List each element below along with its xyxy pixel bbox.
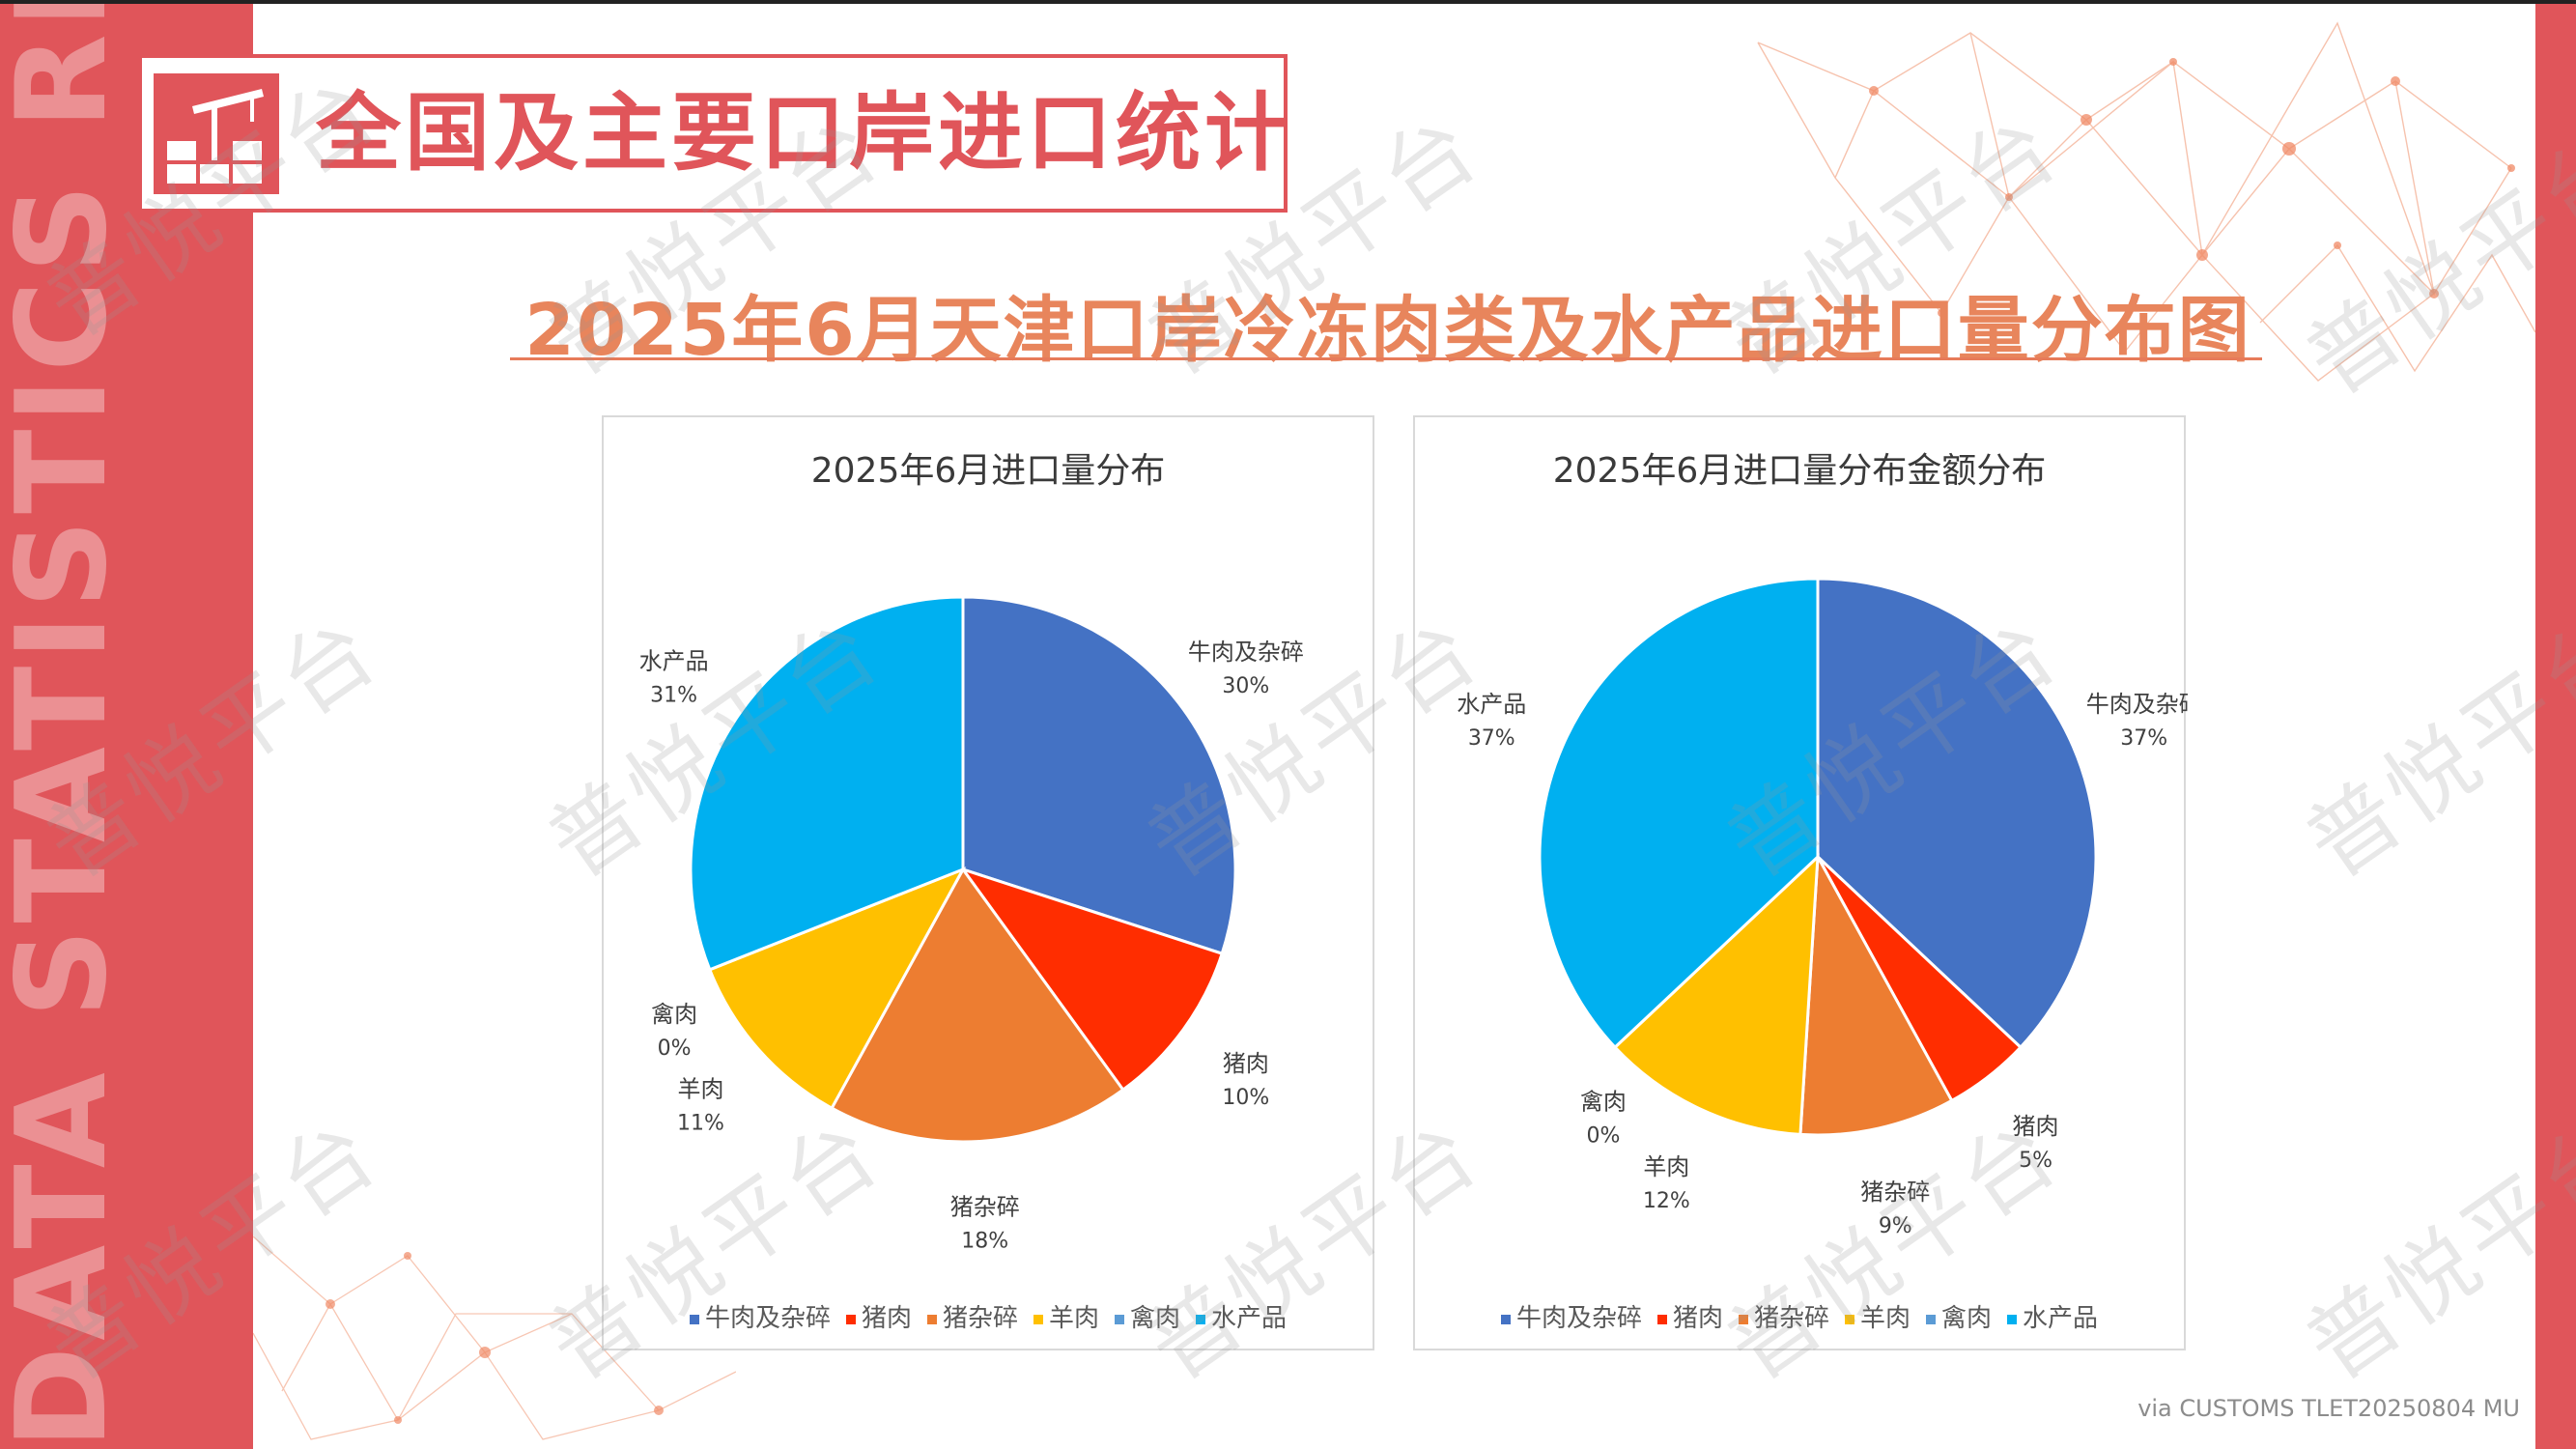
legend-swatch xyxy=(1656,1314,1667,1324)
data-label-percent: 0% xyxy=(1586,1123,1620,1148)
legend-swatch xyxy=(1033,1314,1043,1324)
data-label-percent: 12% xyxy=(1643,1189,1690,1213)
legend-swatch xyxy=(1115,1314,1125,1324)
data-label-category: 猪杂碎 xyxy=(1860,1179,1930,1206)
data-label-category: 猪肉 xyxy=(1223,1050,1269,1077)
watermark-text: 普悦平台 xyxy=(2288,1097,2576,1401)
legend-item: 羊肉 xyxy=(1845,1298,1911,1334)
pie-slice-0 xyxy=(961,595,1237,956)
legend-item: 猪肉 xyxy=(1656,1298,1723,1334)
chart-panel-volume: 2025年6月进口量分布 牛肉及杂碎 30% 猪肉 10% 猪杂碎 18% 羊肉 11% 禽肉 0… xyxy=(602,415,1374,1350)
pie-slice-2 xyxy=(830,867,1125,1144)
data-label-category: 水产品 xyxy=(1457,691,1526,718)
pie-slice-2 xyxy=(1798,851,1954,1137)
legend-swatch xyxy=(1845,1314,1854,1324)
legend-swatch xyxy=(926,1314,937,1324)
chart-title: 2025年6月进口量分布金额分布 xyxy=(1552,451,2047,491)
section-header: 全国及主要口岸进口统计 xyxy=(138,54,1289,213)
legend-item: 猪杂碎 xyxy=(1738,1298,1829,1334)
data-label-percent: 0% xyxy=(658,1037,692,1061)
chart-legend: 牛肉及杂碎 猪肉 猪杂碎 羊肉 禽肉 水产品 xyxy=(604,1298,1373,1334)
source-note: via CUSTOMS TLET20250804 MU xyxy=(2137,1395,2520,1422)
legend-swatch xyxy=(1926,1314,1937,1324)
legend-item: 水产品 xyxy=(2007,1298,2098,1334)
chart-legend: 牛肉及杂碎 猪肉 猪杂碎 羊肉 禽肉 水产品 xyxy=(1415,1298,2184,1334)
chart-panel-value: 2025年6月进口量分布金额分布 牛肉及杂碎 37% 猪肉 5% 猪杂碎 9% 羊肉 12% 禽… xyxy=(1413,415,2188,1350)
legend-label: 禽肉 xyxy=(1941,1304,1993,1333)
legend-swatch xyxy=(2007,1314,2018,1324)
crane-building-icon xyxy=(154,73,279,194)
legend-swatch xyxy=(1196,1314,1206,1324)
data-label-category: 猪杂碎 xyxy=(950,1193,1020,1220)
legend-item: 禽肉 xyxy=(1926,1298,1992,1334)
pie-slice-5 xyxy=(689,595,965,972)
legend-label: 牛肉及杂碎 xyxy=(1515,1304,1642,1333)
data-label-percent: 9% xyxy=(1879,1214,1912,1238)
data-label-percent: 37% xyxy=(1468,726,1515,751)
network-decoration-top-right xyxy=(1757,21,2535,382)
legend-label: 猪杂碎 xyxy=(1753,1304,1829,1333)
legend-item: 猪肉 xyxy=(845,1298,912,1334)
data-label-category: 水产品 xyxy=(639,648,709,675)
legend-item: 牛肉及杂碎 xyxy=(1500,1298,1642,1334)
legend-swatch xyxy=(1500,1314,1511,1324)
watermark-text: 普悦平台 xyxy=(2288,595,2576,898)
pie-slice-1 xyxy=(959,867,1225,1093)
network-decoration-bottom-left xyxy=(253,1236,736,1440)
data-label-category: 牛肉及杂碎 xyxy=(2086,691,2188,718)
legend-item: 羊肉 xyxy=(1033,1298,1099,1334)
legend-item: 牛肉及杂碎 xyxy=(689,1298,831,1334)
legend-label: 猪肉 xyxy=(861,1304,912,1333)
data-label-category: 禽肉 xyxy=(1580,1088,1627,1115)
legend-label: 牛肉及杂碎 xyxy=(704,1304,831,1333)
legend-item: 禽肉 xyxy=(1115,1298,1180,1334)
pie-slice-3 xyxy=(707,867,967,1111)
side-report-text: DATA STATISTICS REPORT xyxy=(0,4,126,1449)
data-label-percent: 18% xyxy=(961,1229,1008,1253)
pie-slice-0 xyxy=(1816,577,2098,1050)
data-label-percent: 37% xyxy=(2120,726,2167,751)
legend-label: 猪肉 xyxy=(1672,1304,1723,1333)
data-label-category: 牛肉及杂碎 xyxy=(1188,639,1304,666)
section-title: 全国及主要口岸进口统计 xyxy=(316,83,1294,183)
chart-title: 2025年6月进口量分布 xyxy=(810,451,1166,491)
pie-chart-value: 牛肉及杂碎 37% 猪肉 5% 猪杂碎 9% 羊肉 12% 禽肉 0% 水产品 37% xyxy=(1457,577,2188,1238)
legend-label: 猪杂碎 xyxy=(942,1304,1018,1333)
legend-label: 羊肉 xyxy=(1049,1304,1100,1333)
left-decor-band: DATA STATISTICS REPORT xyxy=(0,4,253,1449)
legend-swatch xyxy=(845,1314,856,1324)
pie-slice-3 xyxy=(1612,853,1820,1137)
legend-item: 猪杂碎 xyxy=(926,1298,1018,1334)
title-underline xyxy=(510,357,2262,360)
data-label-percent: 11% xyxy=(677,1111,724,1135)
legend-label: 水产品 xyxy=(1211,1304,1288,1333)
pie-chart-volume: 牛肉及杂碎 30% 猪肉 10% 猪杂碎 18% 羊肉 11% 禽肉 0% 水产品 31% xyxy=(639,595,1304,1253)
legend-label: 羊肉 xyxy=(1860,1304,1911,1333)
legend-swatch xyxy=(689,1314,699,1324)
legend-swatch xyxy=(1738,1314,1748,1324)
data-label-percent: 31% xyxy=(650,684,697,708)
data-label-percent: 5% xyxy=(2019,1149,2052,1173)
top-border xyxy=(0,0,2576,4)
legend-label: 水产品 xyxy=(2023,1304,2099,1333)
data-label-percent: 30% xyxy=(1222,674,1269,698)
data-label-category: 羊肉 xyxy=(1643,1153,1689,1180)
legend-item: 水产品 xyxy=(1196,1298,1287,1334)
data-label-category: 猪肉 xyxy=(2013,1113,2059,1140)
data-label-percent: 10% xyxy=(1222,1086,1269,1110)
data-label-category: 羊肉 xyxy=(677,1075,723,1102)
right-decor-band xyxy=(2535,4,2576,1449)
pie-slice-5 xyxy=(1538,577,1820,1050)
legend-label: 禽肉 xyxy=(1130,1304,1181,1333)
data-label-category: 禽肉 xyxy=(651,1001,697,1028)
